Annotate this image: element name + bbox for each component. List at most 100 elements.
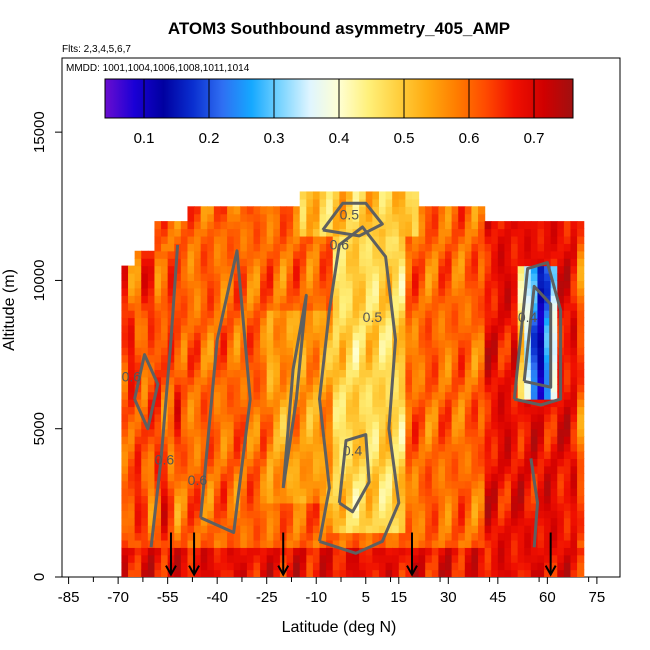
heatmap-cell [438,280,446,289]
heatmap-cell [207,302,215,311]
heatmap-cell [504,428,512,437]
heatmap-cell [121,369,129,378]
heatmap-cell [537,562,545,571]
heatmap-cell [220,295,228,304]
heatmap-cell [227,569,235,577]
heatmap-cell [524,361,532,370]
heatmap-cell [339,265,347,274]
heatmap-cell [299,399,307,408]
heatmap-cell [306,235,314,244]
heatmap-cell [134,480,142,489]
heatmap-cell [128,554,136,563]
heatmap-cell [273,250,281,259]
heatmap-cell [299,554,307,563]
heatmap-cell [134,473,142,482]
heatmap-cell [385,317,393,326]
heatmap-cell [246,413,255,422]
heatmap-cell [425,525,433,534]
heatmap-cell [385,488,393,497]
heatmap-cell [134,458,142,467]
heatmap-cell [359,191,367,200]
heatmap-cell [260,458,268,467]
heatmap-cell [385,235,393,244]
heatmap-cell [451,391,459,400]
heatmap-cell [359,399,367,408]
heatmap-cell [154,265,162,274]
heatmap-cell [563,450,572,459]
heatmap-cell [478,525,486,534]
heatmap-cell [458,339,466,348]
heatmap-cell [141,347,149,356]
heatmap-cell [392,569,400,577]
heatmap-cell [544,450,552,459]
heatmap-cell [134,332,142,341]
heatmap-cell [425,324,433,333]
heatmap-cell [319,310,327,319]
heatmap-cell [161,273,169,282]
heatmap-cell [484,317,492,326]
heatmap-cell [299,339,307,348]
heatmap-cell [458,517,466,526]
heatmap-cell [497,406,506,415]
heatmap-cell [154,406,162,415]
heatmap-cell [180,465,189,474]
heatmap-cell [563,302,572,311]
heatmap-cell [497,428,506,437]
heatmap-cell [570,569,578,577]
heatmap-cell [511,517,519,526]
heatmap-cell [260,517,268,526]
heatmap-cell [557,554,565,563]
heatmap-cell [273,473,281,482]
heatmap-cell [154,273,162,282]
heatmap-cell [359,376,367,385]
heatmap-cell [213,310,222,319]
heatmap-cell [484,554,492,563]
heatmap-cell [141,369,149,378]
heatmap-cell [299,391,307,400]
heatmap-cell [411,191,420,200]
heatmap-cell [491,280,499,289]
heatmap-cell [339,495,347,504]
heatmap-cell [577,539,585,548]
heatmap-cell [491,273,499,282]
heatmap-cell [326,532,334,541]
heatmap-cell [405,347,413,356]
heatmap-cell [550,458,558,467]
heatmap-cell [464,458,473,467]
heatmap-cell [319,488,327,497]
heatmap-cell [319,347,327,356]
heatmap-cell [471,399,479,408]
heatmap-cell [359,480,367,489]
heatmap-cell [365,206,373,215]
heatmap-cell [154,443,162,452]
heatmap-cell [405,436,413,445]
heatmap-cell [293,406,301,415]
heatmap-cell [504,473,512,482]
heatmap-cell [352,280,360,289]
heatmap-cell [253,354,261,363]
heatmap-cell [260,280,268,289]
heatmap-cell [484,332,492,341]
heatmap-cell [365,450,373,459]
heatmap-cell [167,295,175,304]
colorbar-tick-label: 0.1 [134,130,155,147]
heatmap-cell [141,525,149,534]
heatmap-cell [286,235,294,244]
heatmap-cell [306,436,314,445]
colorbar-ticks: 0.1 0.2 0.3 0.4 0.5 0.6 0.7 [134,79,544,147]
heatmap-cell [398,317,406,326]
heatmap-cell [478,317,486,326]
heatmap-cell [451,361,459,370]
heatmap-cell [246,221,255,230]
heatmap-cell [260,436,268,445]
heatmap-cell [438,443,446,452]
heatmap-cell [332,488,340,497]
heatmap-cell [372,480,380,489]
heatmap-cell [537,295,545,304]
heatmap-cell [279,250,288,259]
heatmap-cell [458,213,466,222]
heatmap-cell [345,450,354,459]
heatmap-cell [372,384,380,393]
heatmap-cell [240,287,248,296]
heatmap-cell [121,406,129,415]
